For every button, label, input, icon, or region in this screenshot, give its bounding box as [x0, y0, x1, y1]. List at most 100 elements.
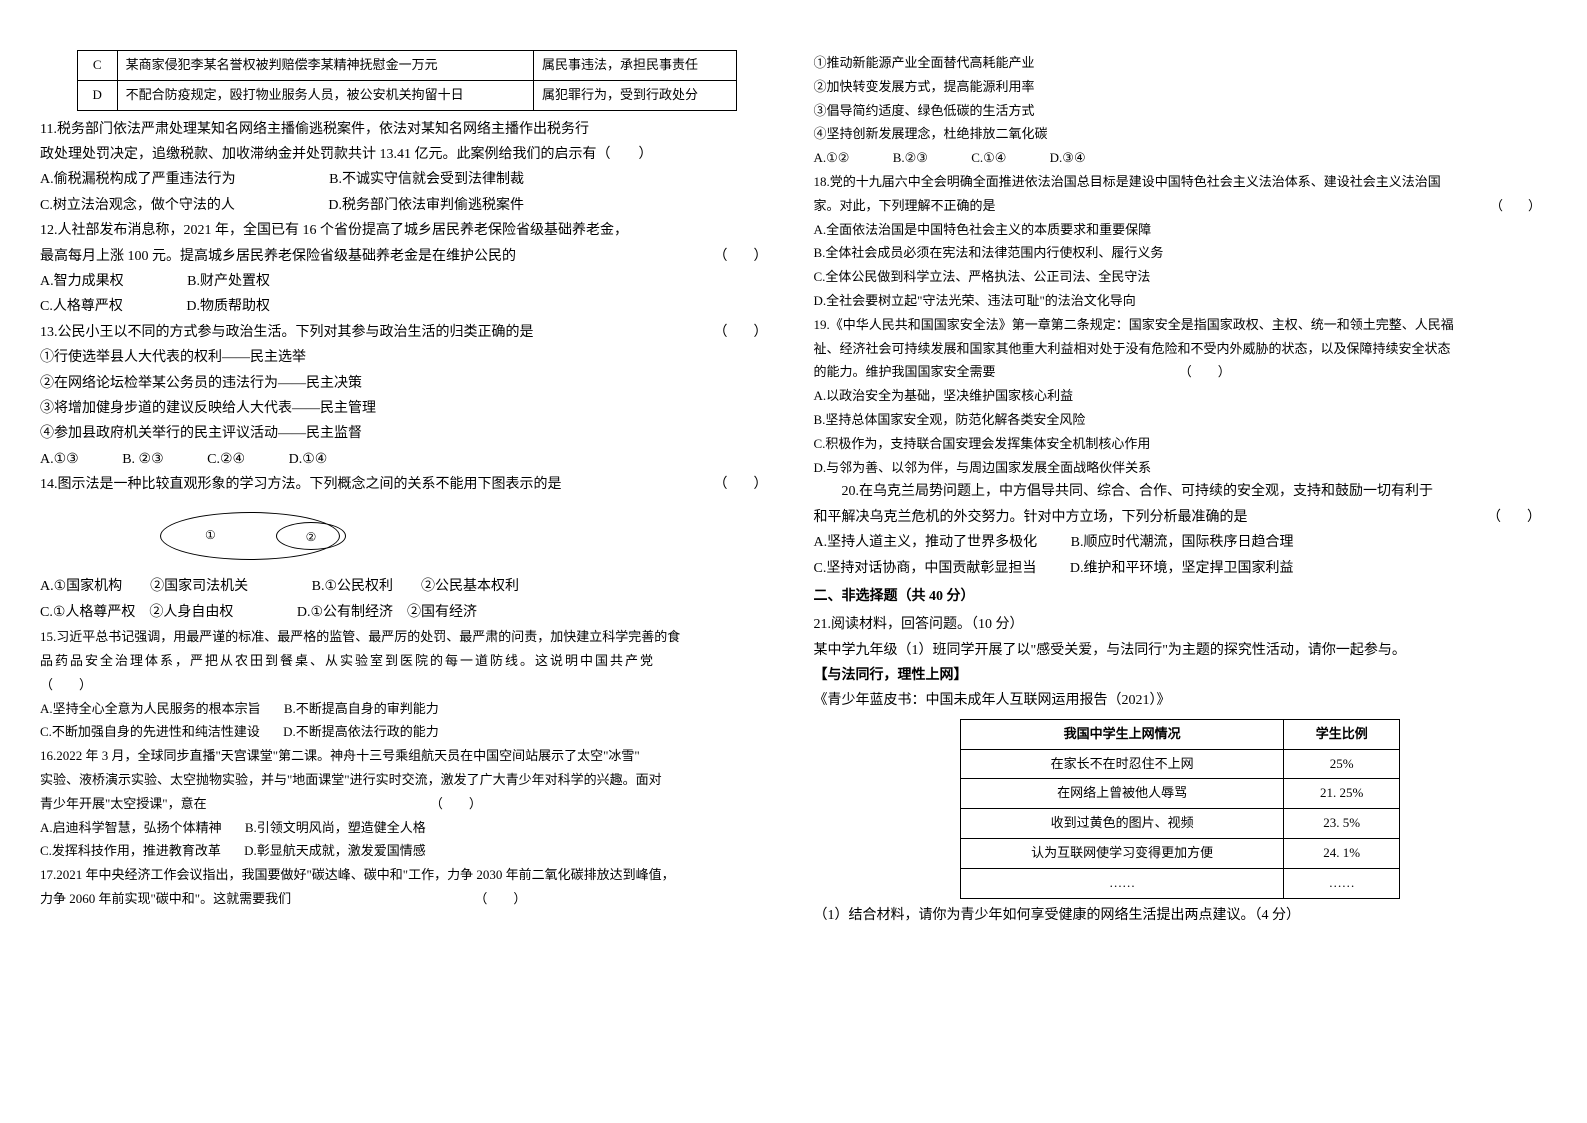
- q19-line1: 19.《中华人民共和国国家安全法》第一章第二条规定：国家安全是指国家政权、主权、…: [814, 315, 1548, 336]
- q19-line3: 的能力。维护我国国家安全需要 （ ）: [814, 362, 1548, 383]
- q16-opt-b: B.引领文明风尚，塑造健全人格: [245, 820, 426, 835]
- q14-line: 14.图示法是一种比较直观形象的学习方法。下列概念之间的关系不能用下图表示的是 …: [40, 474, 774, 496]
- cell: 25%: [1284, 749, 1400, 779]
- q12-opts-cd: C.人格尊严权 D.物质帮助权: [40, 296, 774, 318]
- survey-table: 我国中学生上网情况 学生比例 在家长不在时忍住不上网 25% 在网络上曾被他人辱…: [960, 719, 1400, 899]
- q19-line2: 祉、经济社会可持续发展和国家其他重大利益相对处于没有危险和不受内外威胁的状态，以…: [814, 339, 1548, 360]
- q21-blue: 《青少年蓝皮书：中国未成年人互联网运用报告（2021）》: [814, 690, 1548, 712]
- q17-abcd: A.①② B.②③ C.①④ D.③④: [814, 148, 1548, 169]
- q19-opt-d: D.与邻为善、以邻为伴，与周边国家发展全面战略伙伴关系: [814, 458, 1548, 479]
- q12-paren: （ ）: [714, 246, 774, 268]
- q20-opts-cd: C.坚持对话协商，中国贡献彰显担当 D.维护和平环境，坚定捍卫国家利益: [814, 558, 1548, 580]
- q16-opts-ab: A.启迪科学智慧，弘扬个体精神 B.引领文明风尚，塑造健全人格: [40, 818, 774, 839]
- q11-opt-c: C.树立法治观念，做个守法的人: [40, 198, 235, 213]
- cell: 24. 1%: [1284, 839, 1400, 869]
- row-desc-c: 某商家侵犯李某名誉权被判赔偿李某精神抚慰金一万元: [117, 51, 533, 81]
- q13-l4: ④参加县政府机关举行的民主评议活动——民主监督: [40, 423, 774, 445]
- q16-body3: 青少年开展"太空授课"，意在: [40, 796, 207, 811]
- cell: 在家长不在时忍住不上网: [961, 749, 1284, 779]
- q11-line2: 政处理处罚决定，追缴税款、加收滞纳金并处罚款共计 13.41 亿元。此案例给我们…: [40, 144, 774, 166]
- q18-opt-b: B.全体社会成员必须在宪法和法律范围内行使权利、履行义务: [814, 243, 1548, 264]
- q18-body2: 家。对此，下列理解不正确的是: [814, 198, 996, 213]
- q13-line: 13.公民小王以不同的方式参与政治生活。下列对其参与政治生活的归类正确的是 （ …: [40, 322, 774, 344]
- q13-l2: ②在网络论坛检举某公务员的违法行为——民主决策: [40, 373, 774, 395]
- q20-opt-b: B.顺应时代潮流，国际秩序日趋合理: [1071, 535, 1294, 550]
- inner-oval: ②: [276, 522, 346, 550]
- q11-opt-d: D.税务部门依法审判偷逃税案件: [328, 198, 524, 213]
- row-desc-d: 不配合防疫规定，殴打物业服务人员，被公安机关拘留十日: [117, 80, 533, 110]
- table-row: 收到过黄色的图片、视频 23. 5%: [961, 809, 1400, 839]
- cell: 收到过黄色的图片、视频: [961, 809, 1284, 839]
- q17-opt2: ②加快转变发展方式，提高能源利用率: [814, 77, 1548, 98]
- q13-opt-b: B. ②③: [122, 449, 163, 471]
- q11-opt-a: A.偷税漏税构成了严重违法行为: [40, 172, 236, 187]
- row-result-c: 属民事违法，承担民事责任: [533, 51, 736, 81]
- cell: ……: [961, 868, 1284, 898]
- q17-opt-b: B.②③: [893, 148, 928, 169]
- q12-body: 最高每月上涨 100 元。提高城乡居民养老保险省级基础养老金是在维护公民的: [40, 249, 516, 264]
- q16-opts-cd: C.发挥科技作用，推进教育改革 D.彰显航天成就，激发爱国情感: [40, 841, 774, 862]
- q14-opt-d: D.①公有制经济 ②国有经济: [297, 605, 477, 620]
- q15-opt-d: D.不断提高依法行政的能力: [283, 724, 439, 739]
- q21-title: 21.阅读材料，回答问题。（10 分）: [814, 614, 1548, 636]
- q14-opt-a: A.①国家机构 ②国家司法机关: [40, 579, 248, 594]
- q20-line1: 20.在乌克兰局势问题上，中方倡导共同、综合、合作、可持续的安全观，支持和鼓励一…: [814, 481, 1548, 503]
- table-row: C 某商家侵犯李某名誉权被判赔偿李某精神抚慰金一万元 属民事违法，承担民事责任: [77, 51, 736, 81]
- q14-text: 14.图示法是一种比较直观形象的学习方法。下列概念之间的关系不能用下图表示的是: [40, 477, 562, 492]
- table-row: 在网络上曾被他人辱骂 21. 25%: [961, 779, 1400, 809]
- q12-line1: 12.人社部发布消息称，2021 年，全国已有 16 个省份提高了城乡居民养老保…: [40, 220, 774, 242]
- q19-opt-c: C.积极作为，支持联合国安理会发挥集体安全机制核心作用: [814, 434, 1548, 455]
- cell: 23. 5%: [1284, 809, 1400, 839]
- q17-line2: 力争 2060 年前实现"碳中和"。这就需要我们 （ ）: [40, 889, 774, 910]
- q18-line2: 家。对此，下列理解不正确的是 （ ）: [814, 196, 1548, 217]
- q16-line3: 青少年开展"太空授课"，意在 （ ）: [40, 794, 774, 815]
- q21-intro: 某中学九年级（1）班同学开展了以"感受关爱，与法同行"为主题的探究性活动，请你一…: [814, 640, 1548, 662]
- q20-paren: （ ）: [1487, 507, 1547, 529]
- q13-l1: ①行使选举县人大代表的权利——民主选举: [40, 347, 774, 369]
- q13-text: 13.公民小王以不同的方式参与政治生活。下列对其参与政治生活的归类正确的是: [40, 325, 534, 340]
- section2-title: 二、非选择题（共 40 分）: [814, 586, 1548, 608]
- q21-sub1: 【与法同行，理性上网】: [814, 665, 1548, 687]
- q12-opt-c: C.人格尊严权: [40, 299, 123, 314]
- q20-opt-d: D.维护和平环境，坚定捍卫国家利益: [1070, 561, 1294, 576]
- q18-opt-d: D.全社会要树立起"守法光荣、违法可耻"的法治文化导向: [814, 291, 1548, 312]
- q19-body3: 的能力。维护我国国家安全需要: [814, 364, 996, 379]
- q13-paren: （ ）: [714, 322, 774, 344]
- q13-opt-d: D.①④: [289, 449, 328, 471]
- left-column: C 某商家侵犯李某名誉权被判赔偿李某精神抚慰金一万元 属民事违法，承担民事责任 …: [40, 50, 774, 1093]
- q18-opt-a: A.全面依法治国是中国特色社会主义的本质要求和重要保障: [814, 220, 1548, 241]
- q16-line1: 16.2022 年 3 月，全球同步直播"天宫课堂"第二课。神舟十三号乘组航天员…: [40, 746, 774, 767]
- q17-paren: （ ）: [474, 891, 526, 906]
- q18-opt-c: C.全体公民做到科学立法、严格执法、公正司法、全民守法: [814, 267, 1548, 288]
- q16-opt-d: D.彰显航天成就，激发爱国情感: [244, 843, 426, 858]
- cell: ……: [1284, 868, 1400, 898]
- cell: 21. 25%: [1284, 779, 1400, 809]
- q14-opt-c: C.①人格尊严权 ②人身自由权: [40, 605, 233, 620]
- q12-line2: 最高每月上涨 100 元。提高城乡居民养老保险省级基础养老金是在维护公民的 （ …: [40, 246, 774, 268]
- q11-opt-b: B.不诚实守信就会受到法律制裁: [329, 172, 524, 187]
- q20-line2: 和平解决乌克兰危机的外交努力。针对中方立场，下列分析最准确的是 （ ）: [814, 507, 1548, 529]
- q16-paren: （ ）: [430, 796, 482, 811]
- label-1: ①: [205, 526, 216, 545]
- table-row: 认为互联网使学习变得更加方便 24. 1%: [961, 839, 1400, 869]
- q16-opt-a: A.启迪科学智慧，弘扬个体精神: [40, 820, 222, 835]
- table-row: 在家长不在时忍住不上网 25%: [961, 749, 1400, 779]
- cell: 认为互联网使学习变得更加方便: [961, 839, 1284, 869]
- table-header-row: 我国中学生上网情况 学生比例: [961, 719, 1400, 749]
- q20-opt-c: C.坚持对话协商，中国贡献彰显担当: [814, 561, 1037, 576]
- row-label-c: C: [77, 51, 117, 81]
- venn-diagram: ① ②: [160, 506, 360, 566]
- q15-opt-a: A.坚持全心全意为人民服务的根本宗旨: [40, 701, 261, 716]
- q14-opts-cd: C.①人格尊严权 ②人身自由权 D.①公有制经济 ②国有经济: [40, 602, 774, 624]
- row-result-d: 属犯罪行为，受到行政处分: [533, 80, 736, 110]
- q17-opt4: ④坚持创新发展理念，杜绝排放二氧化碳: [814, 124, 1548, 145]
- table-row: …… ……: [961, 868, 1400, 898]
- q14-opt-b: B.①公民权利 ②公民基本权利: [312, 579, 519, 594]
- q20-body2: 和平解决乌克兰危机的外交努力。针对中方立场，下列分析最准确的是: [814, 510, 1248, 525]
- q17-opt-a: A.①②: [814, 148, 850, 169]
- q13-opt-c: C.②④: [207, 449, 245, 471]
- q12-opt-a: A.智力成果权: [40, 274, 124, 289]
- q16-opt-c: C.发挥科技作用，推进教育改革: [40, 843, 221, 858]
- q11-opts-cd: C.树立法治观念，做个守法的人 D.税务部门依法审判偷逃税案件: [40, 195, 774, 217]
- q18-line1: 18.党的十九届六中全会明确全面推进依法治国总目标是建设中国特色社会主义法治体系…: [814, 172, 1548, 193]
